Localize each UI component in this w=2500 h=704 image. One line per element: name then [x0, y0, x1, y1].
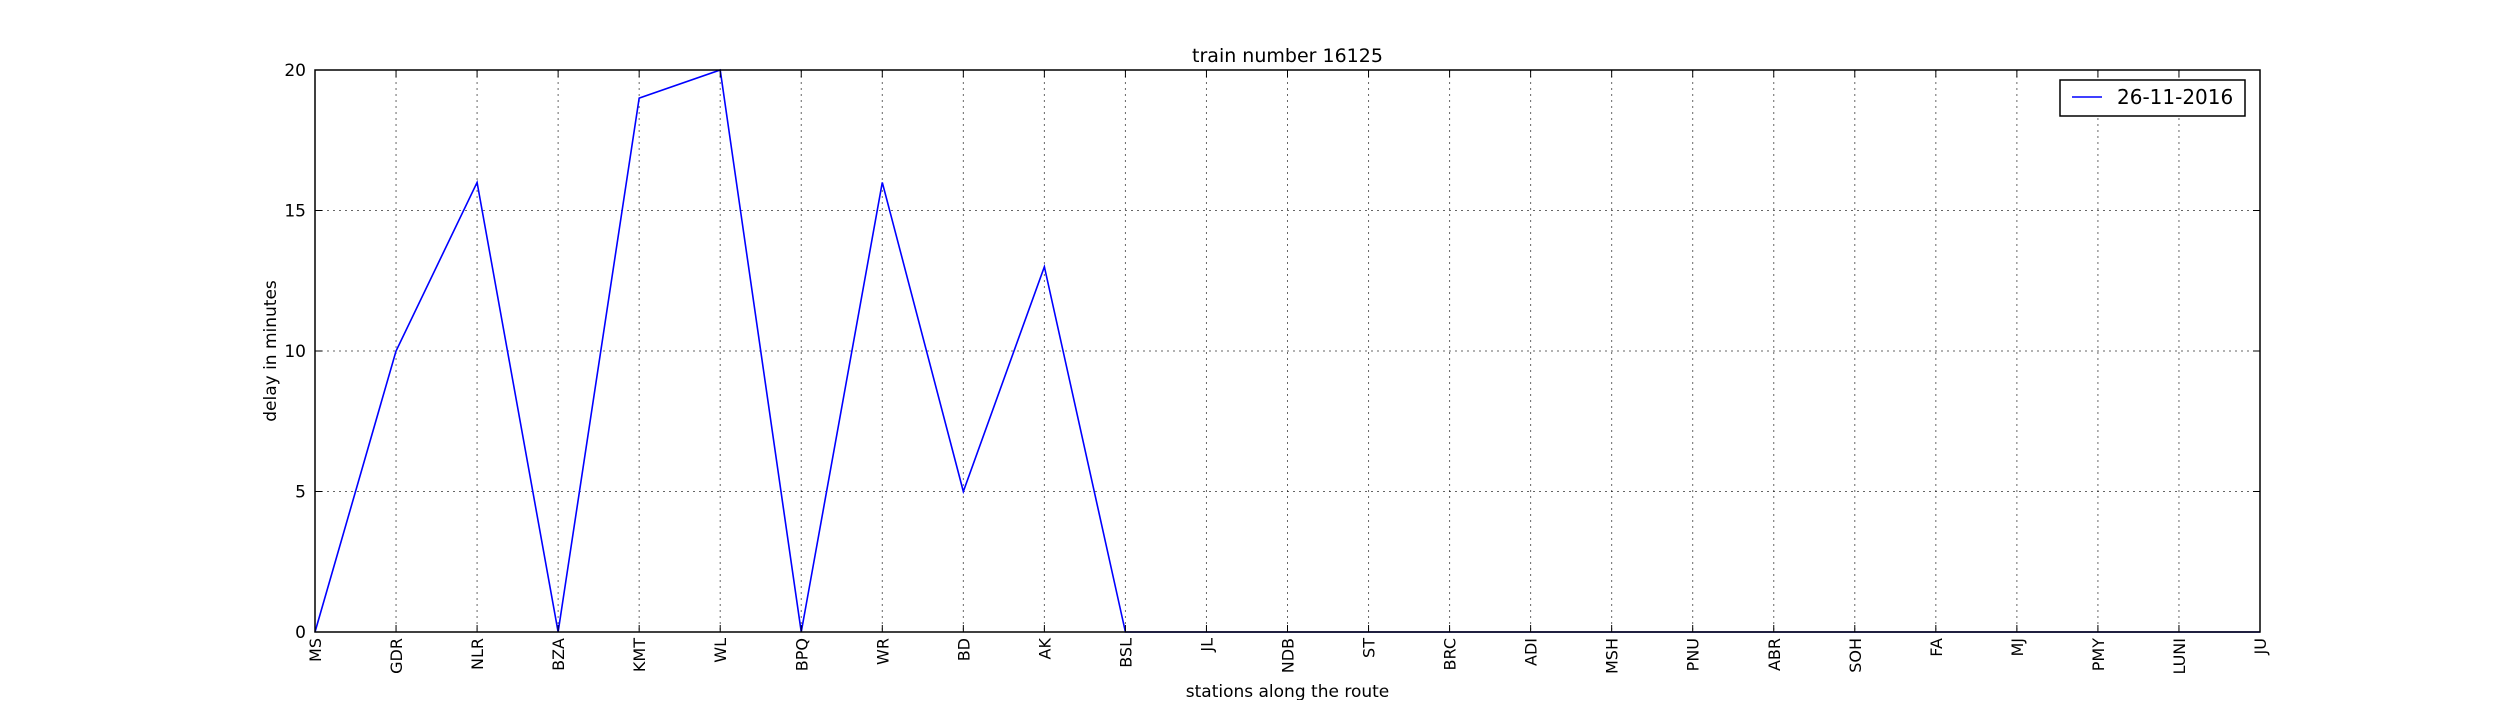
x-tick-label: WL: [711, 638, 730, 663]
x-tick-label: SOH: [1846, 638, 1865, 673]
x-tick-label: ST: [1360, 638, 1379, 658]
x-tick-label: BSL: [1116, 638, 1135, 668]
x-tick-label: MJ: [2008, 638, 2027, 657]
y-tick-label: 20: [284, 61, 306, 81]
chart-title: train number 16125: [1192, 45, 1383, 67]
x-tick-label: JU: [2251, 638, 2270, 655]
y-tick-label: 15: [284, 202, 306, 222]
grid-lines: [314, 69, 2261, 633]
data-point: [638, 97, 640, 99]
data-point: [1043, 266, 1045, 268]
x-tick-label: NDB: [1279, 638, 1298, 673]
x-tick-label: BD: [954, 638, 973, 661]
y-axis-label: delay in minutes: [261, 280, 281, 422]
legend: 26-11-2016: [2059, 79, 2246, 117]
legend-label: 26-11-2016: [2117, 85, 2233, 109]
axis-ticks: MS GDR NLR BZA KMT WL BPQ WR BD AK BSL JL NDB ST BRC AD…: [284, 61, 2270, 675]
x-tick-label: PMY: [2089, 638, 2108, 671]
x-tick-label: LUNI: [2170, 638, 2189, 675]
x-tick-label: NLR: [468, 638, 487, 670]
x-tick-label: WR: [873, 638, 892, 665]
x-tick-label: BZA: [549, 638, 568, 671]
y-tick-label: 0: [295, 623, 306, 643]
x-tick-label: PNU: [1684, 638, 1703, 671]
x-tick-label: FA: [1927, 638, 1946, 657]
x-tick-label: BPQ: [792, 638, 811, 671]
x-tick-label: KMT: [630, 638, 649, 672]
x-tick-label: BRC: [1441, 638, 1460, 670]
y-tick-label: 10: [284, 342, 306, 362]
data-point: [962, 491, 964, 493]
x-tick-label: ABR: [1765, 638, 1784, 671]
x-tick-label: MSH: [1603, 638, 1622, 674]
x-tick-label: AK: [1035, 637, 1054, 659]
data-point: [476, 181, 478, 183]
data-point: [395, 350, 397, 352]
x-axis-label: stations along the route: [1186, 682, 1390, 700]
y-tick-label: 5: [295, 483, 306, 503]
x-tick-label: JL: [1197, 638, 1216, 653]
legend-box: [2059, 79, 2246, 117]
data-point: [881, 181, 883, 183]
x-tick-label: GDR: [387, 638, 406, 674]
x-tick-label: MS: [306, 638, 325, 662]
x-tick-label: ADI: [1522, 638, 1541, 666]
